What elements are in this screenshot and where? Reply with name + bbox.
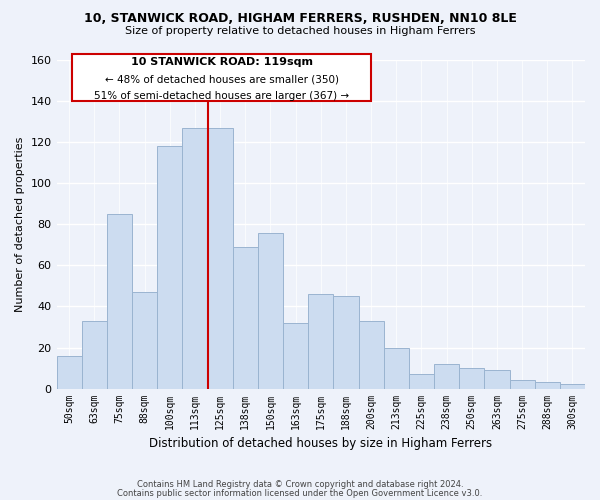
Bar xyxy=(233,247,258,388)
Bar xyxy=(157,146,182,388)
Text: Size of property relative to detached houses in Higham Ferrers: Size of property relative to detached ho… xyxy=(125,26,475,36)
Bar xyxy=(182,128,208,388)
Bar xyxy=(359,321,383,388)
Bar xyxy=(107,214,132,388)
Bar xyxy=(459,368,484,388)
Text: 10 STANWICK ROAD: 119sqm: 10 STANWICK ROAD: 119sqm xyxy=(131,57,313,67)
X-axis label: Distribution of detached houses by size in Higham Ferrers: Distribution of detached houses by size … xyxy=(149,437,493,450)
Text: 10, STANWICK ROAD, HIGHAM FERRERS, RUSHDEN, NN10 8LE: 10, STANWICK ROAD, HIGHAM FERRERS, RUSHD… xyxy=(83,12,517,26)
Text: 51% of semi-detached houses are larger (367) →: 51% of semi-detached houses are larger (… xyxy=(94,92,349,102)
Bar xyxy=(258,232,283,388)
Text: Contains HM Land Registry data © Crown copyright and database right 2024.: Contains HM Land Registry data © Crown c… xyxy=(137,480,463,489)
Bar xyxy=(484,370,509,388)
Text: ← 48% of detached houses are smaller (350): ← 48% of detached houses are smaller (35… xyxy=(104,75,338,85)
FancyBboxPatch shape xyxy=(73,54,371,101)
Bar xyxy=(509,380,535,388)
Bar xyxy=(208,128,233,388)
Bar xyxy=(434,364,459,388)
Bar xyxy=(82,321,107,388)
Bar xyxy=(283,323,308,388)
Bar xyxy=(383,348,409,389)
Bar xyxy=(409,374,434,388)
Bar xyxy=(308,294,334,388)
Bar xyxy=(535,382,560,388)
Bar xyxy=(560,384,585,388)
Bar xyxy=(132,292,157,388)
Bar xyxy=(334,296,359,388)
Bar xyxy=(56,356,82,388)
Text: Contains public sector information licensed under the Open Government Licence v3: Contains public sector information licen… xyxy=(118,488,482,498)
Y-axis label: Number of detached properties: Number of detached properties xyxy=(15,136,25,312)
